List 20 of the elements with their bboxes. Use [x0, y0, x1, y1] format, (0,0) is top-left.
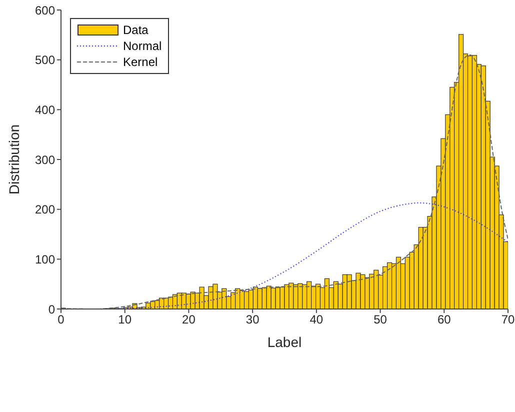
x-tick-label: 60: [437, 312, 452, 327]
legend-label: Data: [123, 23, 148, 37]
y-tick-label: 500: [34, 53, 56, 68]
x-tick-label: 40: [310, 312, 324, 327]
x-tick-label: 70: [501, 312, 515, 327]
x-tick-label: 50: [374, 312, 388, 327]
x-tick-label: 30: [246, 312, 260, 327]
y-tick-label: 100: [34, 252, 56, 266]
legend-label: Kernel: [123, 55, 158, 69]
x-axis-title: Label: [267, 334, 302, 350]
y-tick-label: 200: [34, 202, 56, 217]
y-axis-title: Distribution: [6, 124, 22, 195]
x-tick-label: 10: [118, 312, 132, 327]
y-tick-label: 600: [34, 3, 56, 18]
y-tick-label: 300: [34, 152, 56, 167]
legend-label: Normal: [123, 39, 162, 53]
y-tick-label: 0: [48, 302, 56, 316]
x-tick-label: 20: [182, 312, 196, 327]
y-tick-label: 400: [34, 102, 56, 117]
x-tick-label: 0: [58, 312, 65, 327]
